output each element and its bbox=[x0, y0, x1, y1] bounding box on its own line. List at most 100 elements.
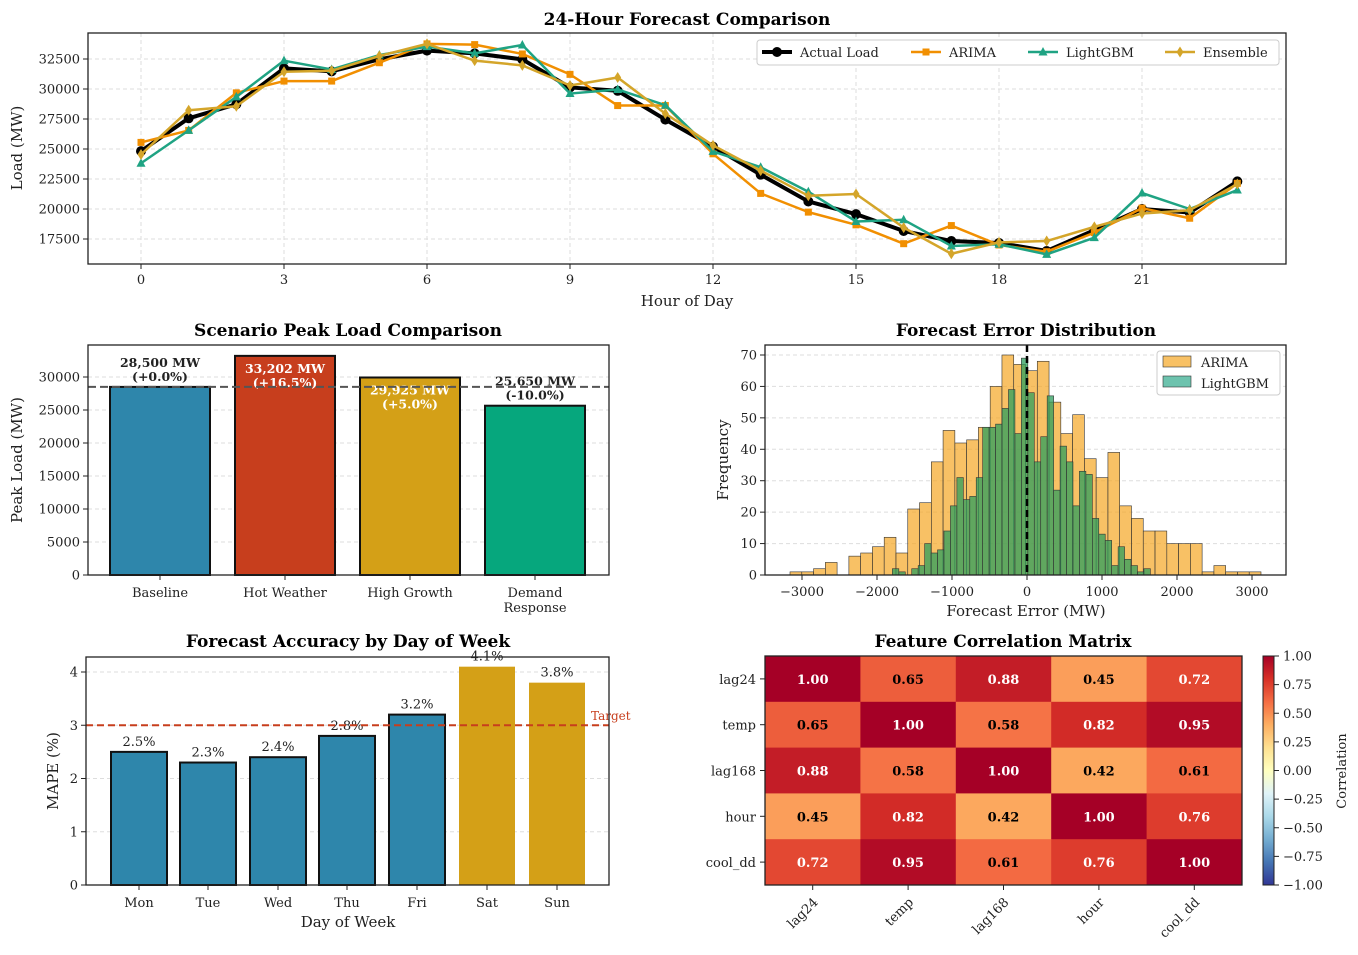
col-label: cool_dd bbox=[1157, 895, 1203, 941]
heatmap-cell bbox=[765, 793, 861, 840]
heatmap-cell bbox=[955, 656, 1052, 703]
x-tick-label: 15 bbox=[848, 273, 865, 288]
data-point bbox=[803, 196, 814, 207]
x-tick-label: 1000 bbox=[1085, 585, 1118, 600]
legend-label: LightGBM bbox=[1201, 377, 1269, 392]
bar bbox=[459, 666, 515, 885]
y-axis-label: MAPE (%) bbox=[44, 732, 62, 810]
histogram-bar bbox=[872, 546, 885, 576]
histogram-bar bbox=[969, 496, 977, 576]
cell-value-label: 0.45 bbox=[797, 810, 829, 825]
x-tick-label: 0 bbox=[137, 273, 145, 288]
colorbar-tick-label: 0.75 bbox=[1283, 678, 1312, 693]
cell-value-label: 1.00 bbox=[797, 673, 829, 688]
series-arima bbox=[137, 40, 1241, 256]
data-point bbox=[280, 66, 288, 78]
bar bbox=[388, 713, 446, 886]
bar bbox=[529, 682, 585, 885]
series-line bbox=[140, 43, 1238, 256]
chart-title: Scenario Peak Load Comparison bbox=[194, 321, 502, 341]
heatmap-cell bbox=[765, 839, 861, 886]
y-tick-label: 15000 bbox=[39, 470, 80, 485]
x-tick-label: 0 bbox=[1023, 585, 1031, 600]
heatmap-cell bbox=[1146, 793, 1243, 840]
row-label: lag24 bbox=[719, 673, 756, 688]
plot-frame bbox=[87, 32, 1287, 265]
histogram-bar bbox=[1059, 445, 1067, 576]
y-tick-label: 25000 bbox=[39, 143, 80, 158]
heatmap-cell bbox=[765, 747, 861, 794]
x-tick-label: 2000 bbox=[1160, 585, 1193, 600]
legend-marker bbox=[1176, 46, 1184, 58]
chart-title: Feature Correlation Matrix bbox=[874, 632, 1132, 652]
heatmap-cell bbox=[1051, 839, 1148, 886]
data-point bbox=[279, 55, 289, 65]
heatmap-cell bbox=[860, 793, 957, 840]
x-tick-label: Thu bbox=[334, 896, 359, 911]
colorbar-tick-label: −1.00 bbox=[1283, 879, 1323, 894]
cell-value-label: 0.72 bbox=[797, 856, 829, 871]
data-point bbox=[1233, 178, 1241, 190]
y-tick-label: 4 bbox=[70, 666, 78, 681]
row-label: temp bbox=[722, 719, 756, 734]
heatmap-cell bbox=[1146, 656, 1243, 703]
histogram-bar bbox=[1190, 543, 1203, 576]
series-line bbox=[140, 42, 1238, 256]
x-tick-label: Sat bbox=[476, 896, 499, 911]
histogram-bar bbox=[1117, 546, 1125, 576]
histogram-bar bbox=[1040, 436, 1048, 576]
bar-value-label: 2.3% bbox=[191, 746, 224, 761]
cell-value-label: 0.88 bbox=[797, 765, 829, 780]
cell-value-label: 0.42 bbox=[988, 810, 1020, 825]
cell-value-label: 0.42 bbox=[1083, 765, 1115, 780]
legend-marker bbox=[1038, 47, 1048, 56]
bar-value-label: 33,202 MW bbox=[245, 361, 326, 376]
legend-swatch bbox=[1162, 375, 1192, 388]
heatmap-cell bbox=[1051, 747, 1148, 794]
y-tick-label: 50 bbox=[740, 411, 757, 426]
data-point bbox=[1186, 214, 1194, 222]
y-tick-label: 10 bbox=[740, 537, 757, 552]
bar-pct-label: (-10.0%) bbox=[505, 388, 564, 403]
col-label: lag24 bbox=[785, 895, 822, 932]
histogram-bar bbox=[1142, 530, 1156, 576]
x-tick-label: Hot Weather bbox=[243, 586, 328, 601]
bar-value-label: 25,650 MW bbox=[495, 374, 576, 389]
data-point bbox=[614, 102, 622, 110]
y-tick-label: 0 bbox=[72, 569, 80, 584]
y-tick-label: 3 bbox=[70, 719, 78, 734]
col-label: hour bbox=[1075, 895, 1108, 928]
bar bbox=[484, 404, 586, 576]
data-point bbox=[566, 80, 574, 92]
data-point bbox=[136, 158, 146, 167]
heatmap-cell bbox=[955, 747, 1052, 794]
legend-label: Actual Load bbox=[799, 46, 879, 61]
heatmap-cell bbox=[955, 701, 1052, 749]
histogram-bar bbox=[1098, 533, 1106, 576]
histogram-bar bbox=[1033, 461, 1042, 576]
chart-title: Forecast Error Distribution bbox=[896, 321, 1156, 341]
cell-value-label: 0.58 bbox=[988, 719, 1020, 734]
data-point bbox=[328, 65, 336, 77]
cell-value-label: 0.76 bbox=[1083, 856, 1115, 871]
cell-value-label: 0.65 bbox=[797, 719, 829, 734]
colorbar-tick-label: 1.00 bbox=[1283, 650, 1312, 665]
cell-value-label: 0.45 bbox=[1083, 673, 1115, 688]
heatmap-cell bbox=[765, 701, 861, 749]
x-tick-label: 9 bbox=[566, 273, 574, 288]
bar bbox=[109, 385, 211, 576]
y-tick-label: 10000 bbox=[39, 503, 80, 518]
target-label: Target bbox=[591, 709, 631, 723]
y-tick-label: 32500 bbox=[39, 53, 80, 68]
bar bbox=[359, 376, 461, 576]
data-point bbox=[231, 91, 241, 101]
series-actual-load bbox=[136, 45, 1243, 257]
y-tick-label: 1 bbox=[70, 825, 78, 840]
x-tick-label: Mon bbox=[124, 896, 154, 911]
cell-value-label: 0.76 bbox=[1178, 810, 1210, 825]
x-tick-label: Demand bbox=[508, 586, 563, 601]
colorbar-tick-label: −0.25 bbox=[1283, 793, 1323, 808]
data-point bbox=[518, 59, 526, 71]
data-point bbox=[804, 190, 812, 202]
data-point bbox=[137, 138, 145, 146]
